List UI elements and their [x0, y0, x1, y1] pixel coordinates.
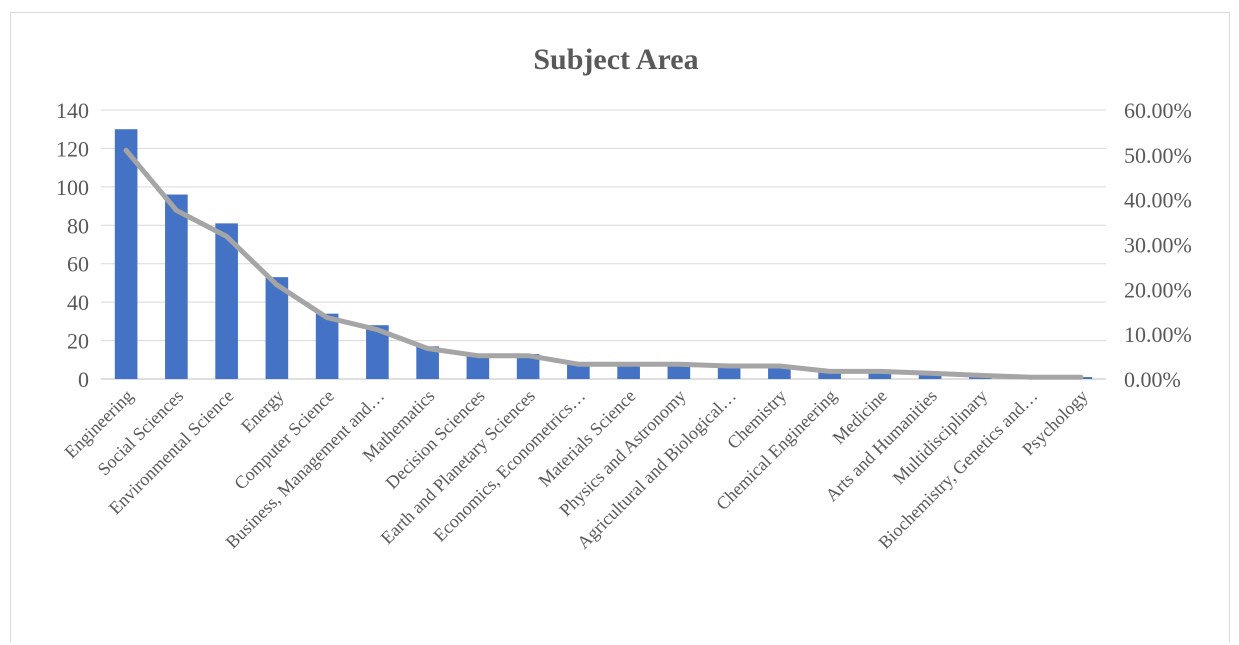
pareto-chart: Subject Area 0 20 40 60 80 100 120 140 0.00% 10.…: [56, 43, 1192, 553]
bar: [114, 129, 138, 379]
gridlines: [101, 109, 1106, 380]
bar: [918, 373, 942, 379]
left-tick-label: 100: [56, 175, 89, 200]
bar: [617, 363, 640, 379]
bar-series: [114, 129, 1093, 379]
chart-title: Subject Area: [533, 43, 698, 76]
cumulative-line: [123, 147, 1084, 380]
right-tick-label: 10.00%: [1124, 322, 1192, 347]
bar: [516, 354, 540, 379]
bar: [868, 371, 892, 379]
chart-frame: Subject Area 0 20 40 60 80 100 120 140 0.00% 10.…: [10, 12, 1230, 642]
bar: [165, 194, 188, 379]
bar: [667, 363, 691, 379]
right-tick-label: 40.00%: [1124, 188, 1192, 213]
bar: [416, 346, 439, 379]
bar: [366, 325, 389, 379]
bar: [567, 363, 590, 379]
left-tick-label: 40: [67, 290, 89, 315]
left-tick-label: 80: [67, 213, 89, 238]
cumulative-line-series: [123, 147, 1084, 380]
bar: [466, 354, 490, 379]
left-tick-label: 20: [67, 329, 89, 354]
right-tick-label: 30.00%: [1124, 233, 1192, 258]
bar: [265, 277, 289, 379]
left-tick-label: 60: [67, 252, 89, 277]
bar: [818, 371, 841, 379]
left-tick-label: 120: [56, 136, 89, 161]
right-y-axis: 0.00% 10.00% 20.00% 30.00% 40.00% 50.00% 60.00…: [1124, 98, 1192, 392]
right-tick-label: 20.00%: [1124, 277, 1192, 302]
left-y-axis: 0 20 40 60 80 100 120 140: [56, 98, 89, 392]
left-tick-label: 0: [78, 367, 89, 392]
bar: [315, 313, 339, 379]
right-tick-label: 50.00%: [1124, 143, 1192, 168]
left-tick-label: 140: [56, 98, 89, 123]
right-tick-label: 0.00%: [1124, 367, 1181, 392]
bar: [215, 223, 238, 379]
right-tick-label: 60.00%: [1124, 98, 1192, 123]
bar: [717, 365, 741, 379]
